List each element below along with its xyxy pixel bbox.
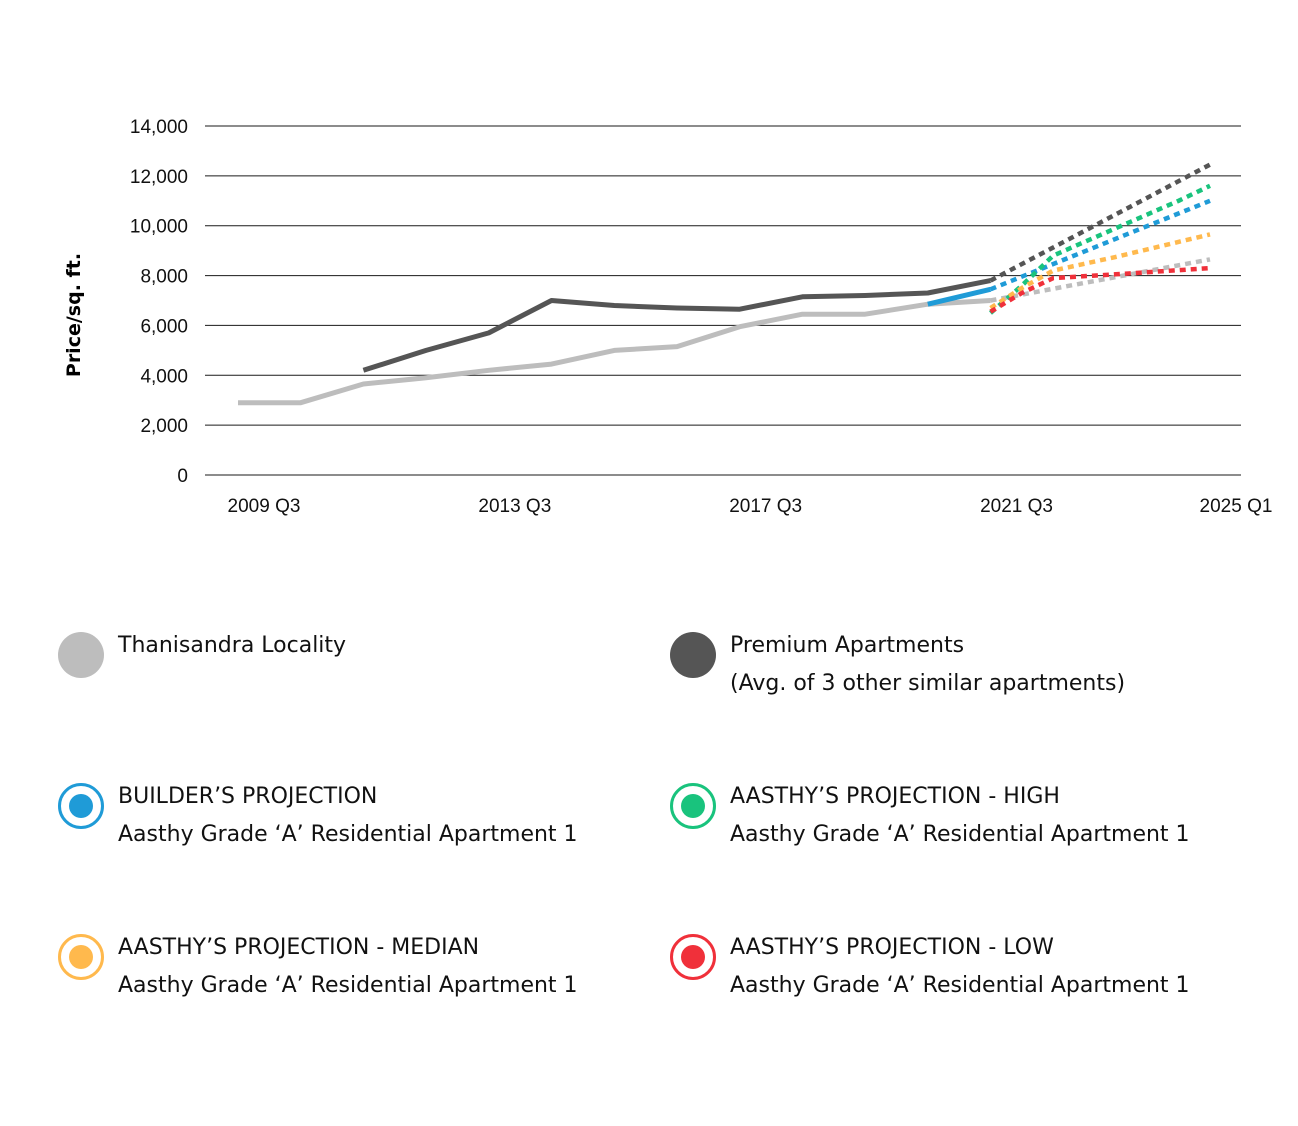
legend-swatch-builder bbox=[58, 783, 104, 829]
x-tick-label: 2013 Q3 bbox=[478, 496, 551, 517]
series-line-thanisandra-locality-projection bbox=[990, 257, 1211, 303]
y-tick-label: 6,000 bbox=[140, 316, 188, 337]
legend-text: Premium Apartments (Avg. of 3 other simi… bbox=[730, 627, 1125, 703]
x-tick-label: 2009 Q3 bbox=[228, 496, 301, 517]
legend-item-median: AASTHY’S PROJECTION - MEDIAN Aasthy Grad… bbox=[58, 934, 578, 1005]
legend-text: AASTHY’S PROJECTION - MEDIAN Aasthy Grad… bbox=[118, 929, 578, 1005]
legend-label-premium: Premium Apartments bbox=[730, 633, 965, 658]
legend-sublabel-builder: Aasthy Grade ‘A’ Residential Apartment 1 bbox=[118, 822, 578, 847]
legend-sublabel-high: Aasthy Grade ‘A’ Residential Apartment 1 bbox=[730, 822, 1190, 847]
price-chart: 0 2,000 4,000 6,000 8,000 10,000 12,000 14,000 2… bbox=[63, 117, 1273, 517]
legend-swatch-high bbox=[670, 783, 716, 829]
series-line-aasthy-s-projection-high-projection bbox=[989, 183, 1211, 315]
series-line-aasthy-s-projection-low-projection bbox=[989, 265, 1211, 314]
legend-label-high: AASTHY’S PROJECTION - HIGH bbox=[730, 784, 1060, 809]
legend-item-premium: Premium Apartments (Avg. of 3 other simi… bbox=[670, 632, 1125, 703]
legend-text: AASTHY’S PROJECTION - HIGH Aasthy Grade … bbox=[730, 778, 1190, 854]
y-tick-label: 2,000 bbox=[140, 416, 188, 437]
y-tick-label: 12,000 bbox=[130, 167, 188, 188]
y-axis-label: Price/sq. ft. bbox=[63, 253, 85, 377]
x-tick-label: 2025 Q1 bbox=[1200, 496, 1273, 517]
legend-swatch-thanisandra bbox=[58, 632, 104, 678]
legend-item-thanisandra: Thanisandra Locality bbox=[58, 632, 346, 678]
legend-sublabel-low: Aasthy Grade ‘A’ Residential Apartment 1 bbox=[730, 973, 1190, 998]
y-tick-label: 10,000 bbox=[130, 217, 188, 238]
legend-label-median: AASTHY’S PROJECTION - MEDIAN bbox=[118, 935, 480, 960]
legend-swatch-median bbox=[58, 934, 104, 980]
legend-label-low: AASTHY’S PROJECTION - LOW bbox=[730, 935, 1054, 960]
y-tick-label: 8,000 bbox=[140, 267, 188, 288]
series-line-premium-apartments bbox=[362, 278, 991, 373]
legend-item-builder: BUILDER’S PROJECTION Aasthy Grade ‘A’ Re… bbox=[58, 783, 578, 854]
legend-swatch-low bbox=[670, 934, 716, 980]
legend-text: Thanisandra Locality bbox=[118, 627, 346, 665]
y-tick-label: 14,000 bbox=[130, 117, 188, 138]
series-line-thanisandra-locality bbox=[238, 298, 991, 406]
series-line-builder-s-projection bbox=[927, 286, 992, 307]
x-tick-label: 2021 Q3 bbox=[980, 496, 1053, 517]
x-tick-label: 2017 Q3 bbox=[729, 496, 802, 517]
legend-sublabel-premium: (Avg. of 3 other similar apartments) bbox=[730, 671, 1126, 696]
y-tick-label: 4,000 bbox=[140, 366, 188, 387]
legend-sublabel-median: Aasthy Grade ‘A’ Residential Apartment 1 bbox=[118, 973, 578, 998]
legend-label-thanisandra: Thanisandra Locality bbox=[118, 633, 347, 658]
y-tick-label: 0 bbox=[177, 466, 188, 487]
series-line-premium-apartments-projection bbox=[989, 162, 1212, 283]
legend-swatch-premium bbox=[670, 632, 716, 678]
legend-item-high: AASTHY’S PROJECTION - HIGH Aasthy Grade … bbox=[670, 783, 1190, 854]
legend-item-low: AASTHY’S PROJECTION - LOW Aasthy Grade ‘… bbox=[670, 934, 1190, 1005]
legend-label-builder: BUILDER’S PROJECTION bbox=[118, 784, 378, 809]
series-line-aasthy-s-projection-median-projection bbox=[989, 232, 1211, 310]
legend-text: AASTHY’S PROJECTION - LOW Aasthy Grade ‘… bbox=[730, 929, 1190, 1005]
legend-text: BUILDER’S PROJECTION Aasthy Grade ‘A’ Re… bbox=[118, 778, 578, 854]
